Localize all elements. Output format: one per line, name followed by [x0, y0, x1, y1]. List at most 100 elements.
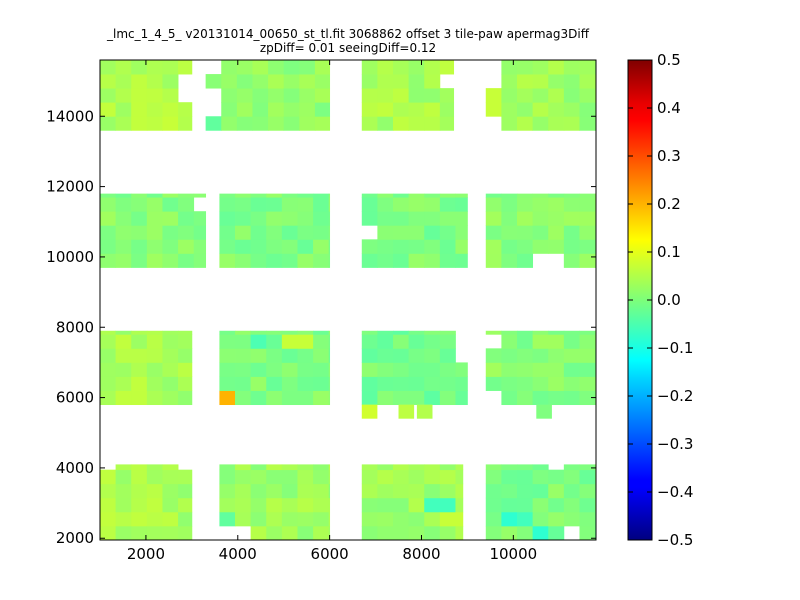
heatmap-cell [313, 348, 330, 363]
heatmap-cell [162, 102, 179, 117]
heatmap-cell [221, 116, 238, 131]
heatmap-cell [162, 362, 179, 377]
heatmap-cell [221, 102, 238, 117]
heatmap-cell [328, 469, 331, 485]
heatmap-cell [178, 362, 193, 377]
heatmap-cell [115, 483, 132, 499]
heatmap-cell [563, 390, 580, 406]
heatmap-cell [250, 225, 267, 240]
heatmap-cell [250, 464, 267, 471]
heatmap-cell [219, 362, 236, 377]
heatmap-cell [563, 253, 580, 268]
heatmap-cell [393, 348, 410, 363]
heatmap-cell [424, 74, 441, 89]
heatmap-cell [548, 88, 565, 103]
heatmap-cell [579, 511, 596, 527]
heatmap-cell [532, 74, 549, 89]
heatmap-cell [579, 483, 596, 499]
colorbar-tick-label: 0.0 [657, 291, 681, 309]
heatmap-cell [517, 197, 534, 212]
heatmap-cell [424, 525, 441, 541]
heatmap-cell [501, 116, 518, 131]
heatmap-cell [377, 88, 394, 103]
heatmap-cell [162, 88, 179, 103]
heatmap-cell [398, 404, 415, 419]
heatmap-cell [236, 60, 253, 75]
heatmap-cell [266, 390, 283, 406]
heatmap-cell [235, 193, 252, 198]
heatmap-cell [377, 239, 394, 254]
heatmap-cell [393, 362, 410, 377]
heatmap-cell [219, 334, 236, 349]
heatmap-cell [501, 464, 518, 471]
heatmap-cell [408, 211, 425, 226]
heatmap-cell [455, 497, 464, 513]
heatmap-cell [424, 483, 441, 499]
heatmap-cell [517, 88, 534, 103]
heatmap-cell [313, 469, 330, 485]
heatmap-cell [100, 334, 117, 349]
heatmap-cell [548, 197, 565, 212]
heatmap-cell [250, 253, 267, 268]
heatmap-cell [408, 390, 425, 406]
heatmap-cell [563, 330, 580, 335]
heatmap-cell [408, 376, 425, 391]
heatmap-cell [146, 464, 163, 471]
heatmap-cell [548, 469, 565, 485]
chart-subtitle: zpDiff= 0.01 seeingDiff=0.12 [260, 41, 436, 55]
heatmap-cell [328, 464, 331, 471]
heatmap-cell [361, 469, 378, 485]
heatmap-cell [536, 404, 552, 419]
colorbar-tick-label: 0.4 [657, 99, 681, 117]
heatmap-cell [501, 74, 518, 89]
heatmap-cell [455, 511, 464, 527]
heatmap-cell [393, 193, 410, 198]
heatmap-cell [408, 362, 425, 377]
heatmap-cell [268, 60, 285, 75]
heatmap-cell [146, 102, 163, 117]
heatmap-cell [146, 497, 163, 513]
heatmap-cell [328, 197, 331, 212]
heatmap-cell [408, 334, 425, 349]
heatmap-cell [100, 525, 117, 541]
y-tick-label: 4000 [56, 459, 94, 477]
heatmap-cell [313, 239, 330, 254]
heatmap-cell [250, 197, 267, 212]
heatmap-cell [393, 469, 410, 485]
heatmap-cell [281, 197, 298, 212]
colorbar-ticks: 0.5 0.4 0.3 0.2 0.1 0.0 −0.1 −0.2 −0.3 −0.4 −0.5 [628, 51, 693, 549]
heatmap-cell [178, 525, 193, 541]
heatmap-cell [221, 88, 238, 103]
heatmap-cell [439, 390, 456, 406]
heatmap-cell [439, 362, 456, 377]
heatmap-cell [408, 193, 425, 198]
heatmap-cell [548, 239, 565, 254]
heatmap-cell [424, 330, 441, 335]
heatmap-cell [408, 253, 425, 268]
heatmap-cell [193, 253, 207, 268]
heatmap-cell [501, 376, 518, 391]
heatmap-cell [455, 390, 468, 406]
heatmap-cell [235, 334, 252, 349]
heatmap-cell [424, 362, 441, 377]
heatmap-cell [424, 225, 441, 240]
heatmap-cell [281, 348, 298, 363]
heatmap-cell [250, 390, 267, 406]
heatmap-cell [328, 239, 331, 254]
heatmap-cell [313, 376, 330, 391]
heatmap-cell [146, 334, 163, 349]
heatmap-cell [361, 116, 378, 131]
heatmap-cell [252, 74, 269, 89]
heatmap-cell [178, 483, 193, 499]
heatmap-cell [517, 60, 534, 75]
heatmap-cell [579, 193, 596, 198]
heatmap-cell [393, 60, 410, 75]
heatmap-cell [313, 497, 330, 513]
heatmap-cell [579, 348, 596, 363]
heatmap-cell [532, 116, 549, 131]
heatmap-cell [485, 88, 502, 103]
heatmap-cell [439, 497, 456, 513]
heatmap-cell [328, 193, 331, 198]
heatmap-cell [377, 211, 394, 226]
heatmap-cell [115, 464, 132, 471]
